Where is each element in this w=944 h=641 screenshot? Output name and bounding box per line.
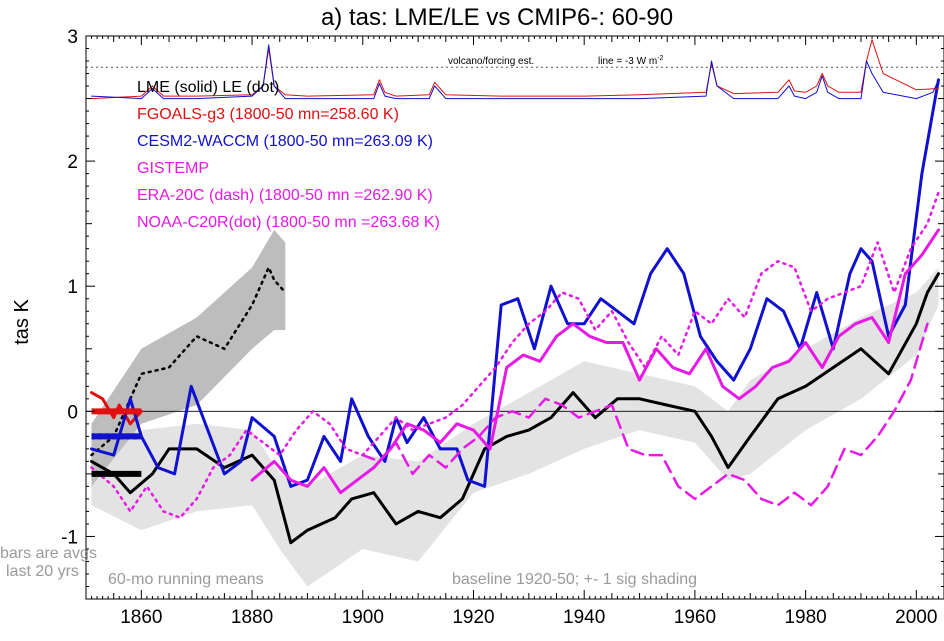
x-tick-label: 1860 [120,607,162,628]
line-equation-text: line = -3 W m [598,56,657,67]
y-tick-label: 1 [67,277,78,298]
line-equation-sup: -2 [657,55,663,62]
legend-lme-le: LME (solid) LE (dot) [137,79,279,96]
y-tick-label: -1 [61,527,78,548]
baseline-note: baseline 1920-50; +- 1 sig shading [452,571,697,588]
series-line-0 [90,272,940,545]
legend-gistemp: GISTEMP [137,160,209,177]
lme-sigma-band [91,267,939,587]
volcano-label: volcano/forcing est. [448,56,534,67]
x-tick-label: 1960 [674,607,716,628]
chart-title: a) tas: LME/LE vs CMIP6-: 60-90 [321,4,673,31]
x-tick-label: 1940 [563,607,605,628]
series-line-5 [361,322,929,507]
x-tick-label: 1900 [342,607,384,628]
legend-noaa: NOAA-C20R(dot) (1800-50 mn =263.68 K) [137,214,440,231]
x-tick-label: 1920 [452,607,494,628]
plot-frame [85,35,944,600]
legend: LME (solid) LE (dot) FGOALS-g3 (1800-50 … [137,79,440,231]
y-tick-label: 0 [67,402,78,423]
legend-cesm: CESM2-WACCM (1800-50 mn=263.09 K) [137,133,433,150]
bars-note-line1: bars are avgs [0,545,97,562]
series-line-8 [91,44,939,100]
legend-fgoals: FGOALS-g3 (1800-50 mn=258.60 K) [137,106,399,123]
series-line-3 [90,78,940,488]
series-line-6 [90,191,940,519]
sigma-shading [91,229,939,587]
x-tick-label: 2000 [895,607,937,628]
legend-era20c: ERA-20C (dash) (1800-50 mn =262.90 K) [137,187,433,204]
line-equation-label: line = -3 W m-2 [598,55,664,67]
series-line-4 [250,228,940,495]
le-sigma-band [91,229,286,487]
axis-ticks: 1860 1880 1900 1920 1940 1960 1980 2000 -1 0 1 2 3 [61,27,944,628]
y-tick-label: 3 [67,27,78,48]
running-mean-note: 60-mo running means [108,571,264,588]
x-tick-label: 1980 [784,607,826,628]
bars-note-line2: last 20 yrs [6,563,79,580]
y-axis-title: tas K [11,299,33,345]
last-20yr-bars [91,408,142,477]
y-tick-label: 2 [67,152,78,173]
x-tick-label: 1880 [231,607,273,628]
